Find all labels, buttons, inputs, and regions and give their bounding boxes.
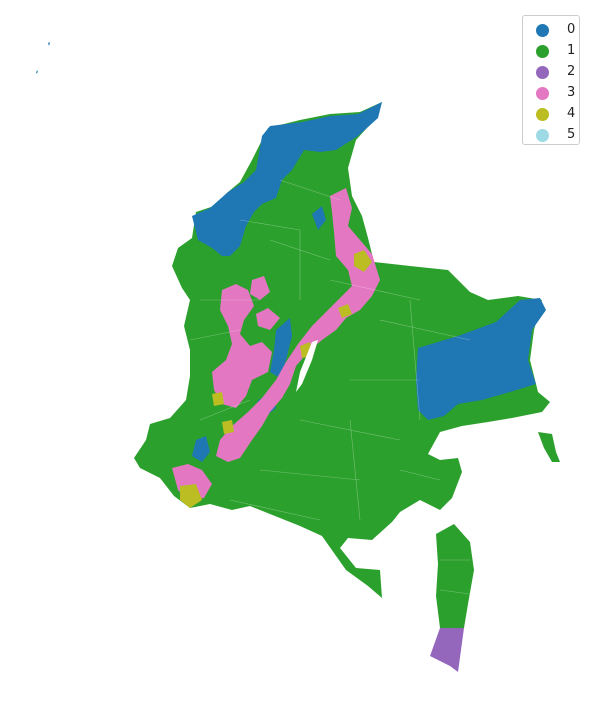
region-amazon-tip xyxy=(430,628,464,672)
region-olive-mid xyxy=(338,304,352,318)
legend-item-4: 4 xyxy=(523,104,581,124)
legend-item-5: 5 xyxy=(523,125,581,145)
legend-swatch-2 xyxy=(536,66,549,79)
river-gap xyxy=(296,340,318,392)
region-andes-pink-main xyxy=(216,188,380,462)
region-pink-mid xyxy=(256,308,280,330)
legend-label-0: 0 xyxy=(567,22,576,37)
legend-item-1: 1 xyxy=(523,41,581,61)
island-small-2 xyxy=(36,70,38,74)
legend-swatch-3 xyxy=(536,87,549,100)
island-small-1 xyxy=(48,42,50,46)
region-blue-andes-a xyxy=(270,318,292,378)
region-east-island xyxy=(538,432,560,462)
region-orinoquia-east xyxy=(416,298,546,420)
region-olive-west xyxy=(212,392,224,406)
legend-label-5: 5 xyxy=(567,127,576,142)
legend-label-3: 3 xyxy=(567,85,576,100)
legend-item-2: 2 xyxy=(523,62,581,82)
legend-item-0: 0 xyxy=(523,20,581,40)
region-olive-sw2 xyxy=(222,420,234,434)
legend-swatch-5 xyxy=(536,129,549,142)
legend-label-1: 1 xyxy=(567,43,576,58)
region-olive-ne xyxy=(354,250,372,272)
legend-swatch-4 xyxy=(536,108,549,121)
legend: 0 1 2 3 4 5 xyxy=(522,15,580,145)
legend-item-3: 3 xyxy=(523,83,581,103)
legend-label-2: 2 xyxy=(567,64,576,79)
legend-label-4: 4 xyxy=(567,106,576,121)
boundary-lines xyxy=(189,179,471,595)
region-east-shard xyxy=(414,464,438,500)
region-andes-pink-north xyxy=(250,276,270,300)
region-andes-pink-west xyxy=(212,284,272,408)
region-caribbean-north xyxy=(192,102,382,256)
legend-swatch-1 xyxy=(536,45,549,58)
region-amazon-tail xyxy=(436,524,474,628)
region-olive-sw xyxy=(180,484,202,508)
region-blue-ne-strip xyxy=(312,206,326,230)
region-blue-sw xyxy=(192,436,210,462)
legend-swatch-0 xyxy=(536,24,549,37)
